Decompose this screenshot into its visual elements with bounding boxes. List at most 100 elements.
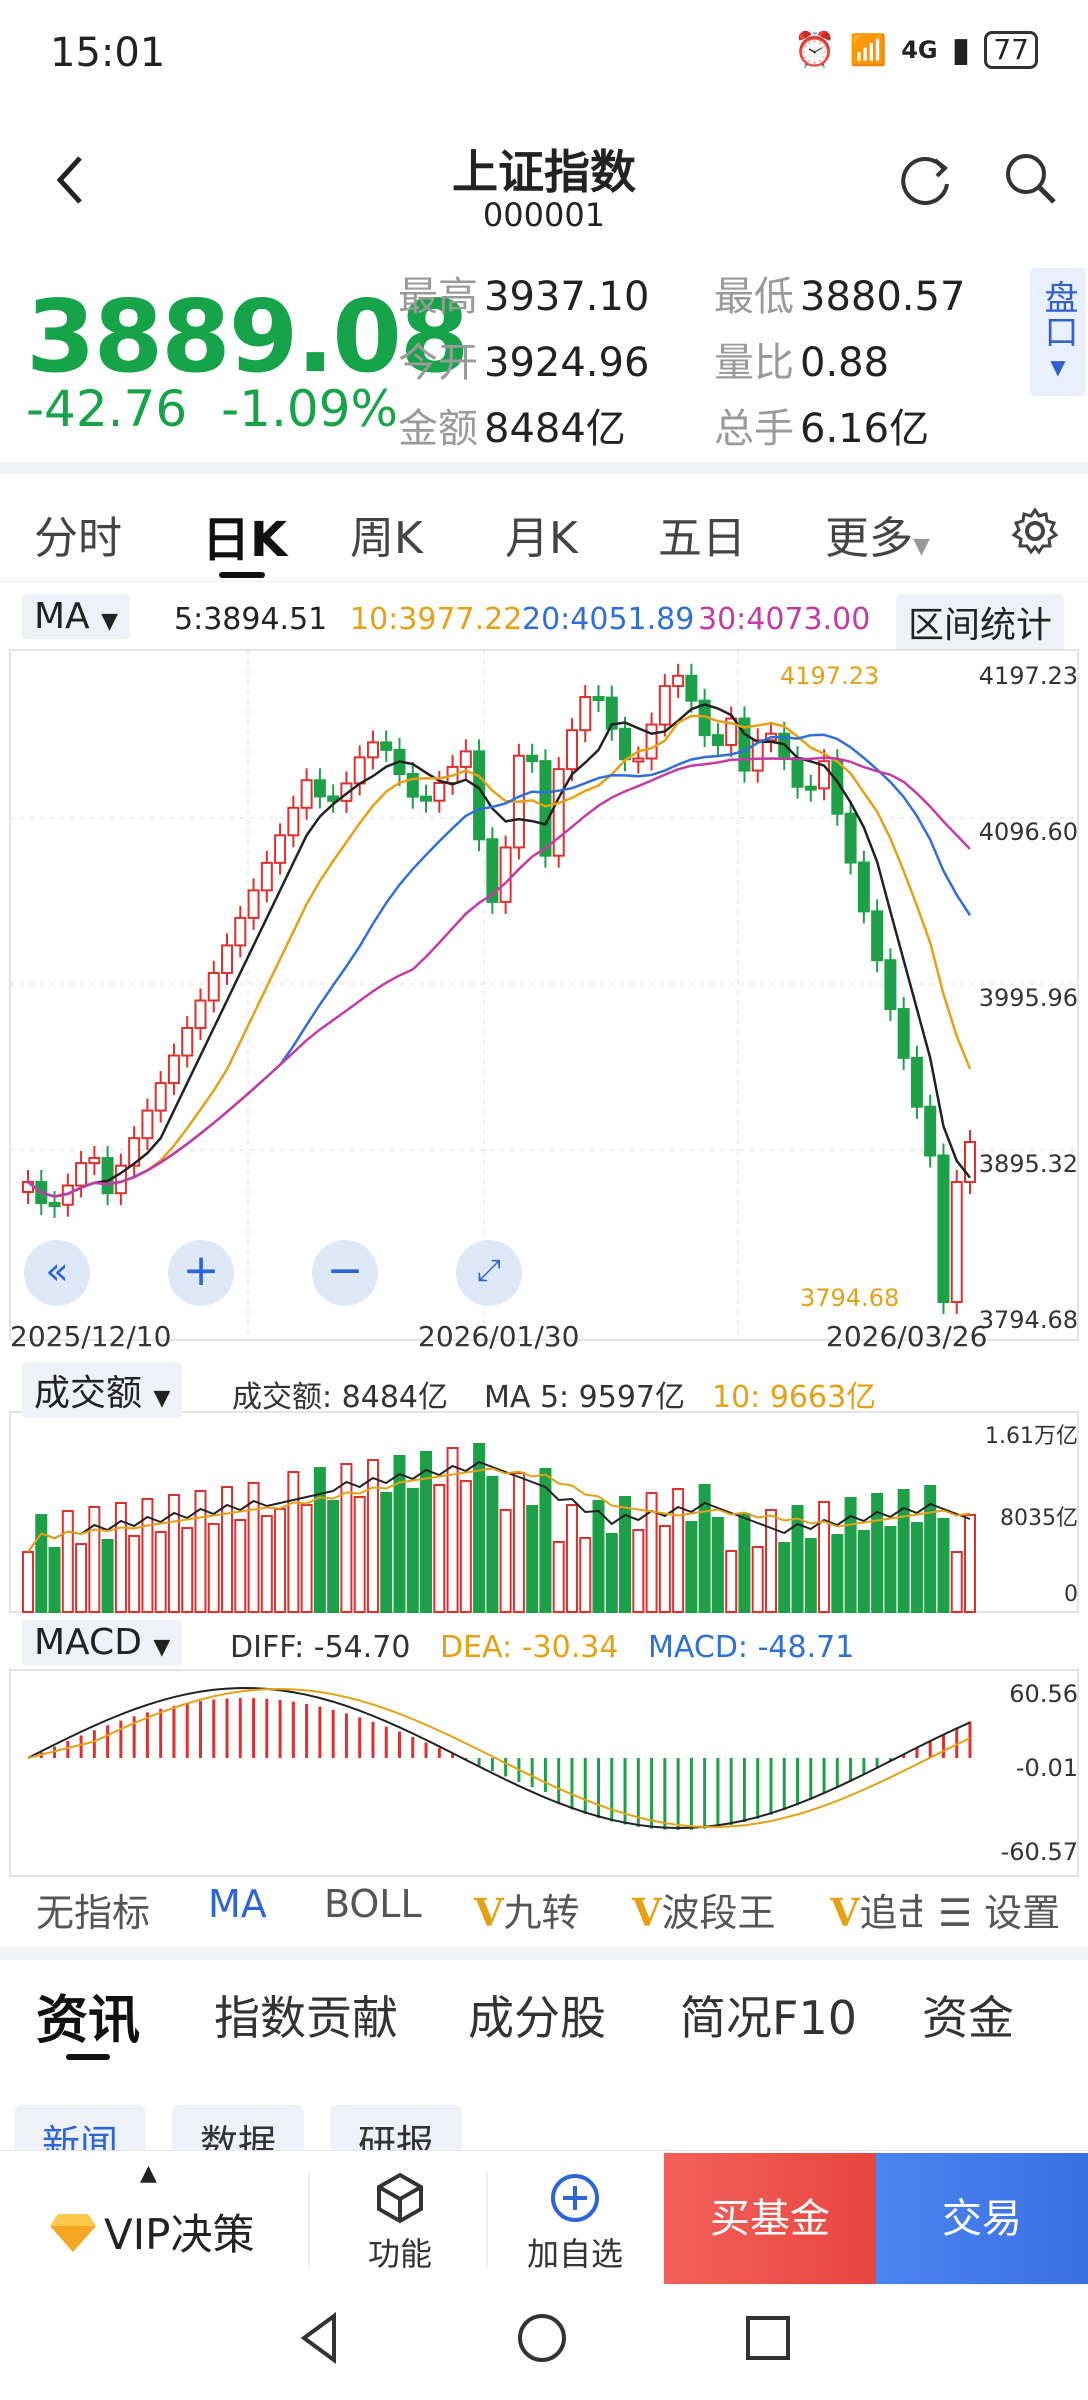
function-button[interactable]: 功能 <box>350 2171 450 2275</box>
candle <box>592 696 605 702</box>
candle <box>234 916 247 947</box>
stat-vol-ratio: 量比 0.88 <box>714 340 890 386</box>
macd-diff-line <box>27 1687 971 1829</box>
tab-f10[interactable]: 简况F10 <box>680 1991 857 2045</box>
change-value: -42.76 <box>26 380 188 438</box>
volume-bar <box>88 1506 101 1613</box>
candle <box>380 741 393 751</box>
status-time: 15:01 <box>50 30 166 76</box>
axis-label: 3995.96 <box>978 984 1078 1012</box>
tab-constituents[interactable]: 成分股 <box>468 1991 606 2045</box>
nav-home-icon[interactable] <box>512 2308 572 2368</box>
zoom-in-icon[interactable]: + <box>168 1240 234 1306</box>
fullscreen-icon[interactable]: ⤢ <box>456 1240 522 1306</box>
volume-bar <box>353 1496 366 1613</box>
candle <box>964 1141 976 1183</box>
candle <box>605 696 618 730</box>
ma-line <box>27 703 971 1198</box>
tab-news[interactable]: 资讯 <box>36 1991 141 2051</box>
active-tab-indicator <box>219 572 265 578</box>
volume-bar <box>101 1539 114 1613</box>
tab-fenshi[interactable]: 分时 <box>34 513 122 564</box>
scroll-left-icon[interactable]: « <box>24 1240 90 1306</box>
volume-bar <box>711 1517 724 1613</box>
candlestick-chart[interactable] <box>0 582 1088 1882</box>
macd-selector[interactable]: MACD ▼ <box>22 1620 183 1665</box>
volume-bar <box>924 1485 937 1613</box>
indicator-none[interactable]: 无指标 <box>36 1891 151 1935</box>
volume-bar <box>433 1484 446 1613</box>
candle <box>486 838 499 903</box>
candle <box>804 785 817 791</box>
candle <box>685 674 698 702</box>
indicator-boduanwang[interactable]: V波段王 <box>632 1890 776 1935</box>
volume-bar <box>181 1527 194 1613</box>
candle <box>181 1027 194 1057</box>
tab-index-contribution[interactable]: 指数贡献 <box>214 1991 398 2045</box>
indicator-settings[interactable]: ☰ 设置 <box>932 1882 1061 1937</box>
chevron-up-icon[interactable]: ▲ <box>140 2161 157 2186</box>
range-stats-button[interactable]: 区间统计 <box>896 594 1065 650</box>
candle <box>818 760 831 790</box>
candle <box>313 779 326 798</box>
candle <box>128 1137 141 1167</box>
volume-bar <box>327 1500 340 1613</box>
tab-fund-flow[interactable]: 资金 <box>922 1991 1014 2045</box>
stat-volume: 总手 6.16亿 <box>714 406 930 452</box>
buy-fund-button[interactable]: 买基金 <box>664 2153 876 2285</box>
change-percent: -1.09% <box>221 380 398 438</box>
volume-bar <box>393 1455 406 1613</box>
add-watchlist-button[interactable]: 加自选 <box>520 2171 630 2275</box>
tab-month-k[interactable]: 月K <box>505 513 578 564</box>
indicator-jiuzhuan[interactable]: V九转 <box>474 1890 580 1935</box>
volume-bar <box>260 1515 273 1613</box>
volume-bar <box>300 1504 313 1613</box>
vip-button[interactable]: VIP决策 <box>48 2201 254 2262</box>
volume-bar <box>645 1492 658 1613</box>
indicator-ma[interactable]: MA <box>208 1882 267 1926</box>
volume-bar <box>565 1504 578 1613</box>
diamond-icon <box>50 2213 96 2252</box>
volume-bar <box>274 1508 287 1613</box>
zoom-out-icon[interactable]: − <box>312 1240 378 1306</box>
candle <box>101 1157 114 1195</box>
candle <box>526 754 539 763</box>
trade-button[interactable]: 交易 <box>876 2153 1088 2285</box>
ma10-value: 10:3977.22 <box>350 602 523 637</box>
nav-recents-icon[interactable] <box>738 2308 798 2368</box>
volume-bar <box>194 1490 207 1613</box>
kline-chart-area: MA ▼ 5:3894.51 10:3977.22 20:4051.89 30:… <box>0 582 1088 1882</box>
search-icon[interactable] <box>1000 148 1060 208</box>
volume-selector[interactable]: 成交额 ▼ <box>22 1362 183 1418</box>
ma-selector[interactable]: MA ▼ <box>22 594 131 639</box>
candle <box>632 757 645 763</box>
volume-bar <box>406 1488 419 1613</box>
date-label: 2025/12/10 <box>10 1320 172 1353</box>
pankou-button[interactable]: 盘口 ▼ <box>1030 268 1086 396</box>
tab-five-day[interactable]: 五日 <box>658 513 746 564</box>
signal-label: 4G <box>901 36 938 64</box>
alarm-icon: ⏰ <box>793 30 836 70</box>
volume-bar <box>964 1514 976 1613</box>
tab-day-k[interactable]: 日K <box>202 512 288 568</box>
indicator-boll[interactable]: BOLL <box>324 1882 422 1926</box>
volume-bar <box>619 1496 632 1613</box>
status-bar: 15:01 ⏰ 📶 4G ▮ 77 <box>0 0 1088 110</box>
chevron-down-icon: ▼ <box>1050 355 1066 379</box>
ma-line <box>27 733 972 1198</box>
volume-bar <box>725 1550 738 1613</box>
refresh-icon[interactable] <box>895 148 955 208</box>
volume-bar <box>35 1514 48 1613</box>
back-arrow-icon[interactable] <box>50 150 90 210</box>
volume-bar <box>340 1463 353 1613</box>
volume-bar <box>486 1476 499 1613</box>
tab-more[interactable]: 更多▼ <box>825 513 930 564</box>
signal-icon: ▮ <box>951 30 971 70</box>
bottom-action-bar: ▲ VIP决策 功能 加自选 买基金 交易 <box>0 2150 1088 2285</box>
nav-back-icon[interactable] <box>290 2308 350 2368</box>
settings-gear-icon[interactable] <box>1010 506 1060 556</box>
macd-panel-frame <box>9 1669 1079 1877</box>
ma-line <box>27 756 971 1198</box>
indicator-zhuiji[interactable]: V追击 <box>830 1890 922 1935</box>
tab-week-k[interactable]: 周K <box>350 513 423 564</box>
